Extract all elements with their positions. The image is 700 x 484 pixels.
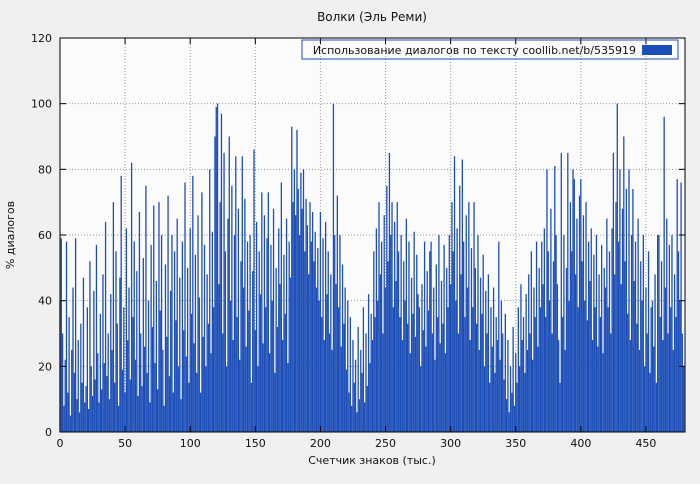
- legend-label: Использование диалогов по тексту coollib…: [313, 44, 636, 57]
- x-tick-label: 200: [310, 437, 331, 450]
- y-tick-label: 40: [38, 295, 52, 308]
- x-tick-label: 400: [570, 437, 591, 450]
- plot-frame: [59, 37, 686, 433]
- x-tick-label: 0: [57, 437, 64, 450]
- y-tick-label: 120: [31, 32, 52, 45]
- y-tick-label: 80: [38, 163, 52, 176]
- x-tick-label: 300: [440, 437, 461, 450]
- y-tick-label: 60: [38, 229, 52, 242]
- x-tick-label: 50: [118, 437, 132, 450]
- x-tick-label: 100: [180, 437, 201, 450]
- x-axis-label: Счетчик знаков (тыс.): [308, 454, 436, 467]
- bars-group: [59, 103, 685, 432]
- y-tick-label: 20: [38, 360, 52, 373]
- legend-box: [301, 39, 679, 60]
- y-tick-label: 0: [45, 426, 52, 439]
- x-tick-label: 350: [505, 437, 526, 450]
- x-tick-label: 150: [245, 437, 266, 450]
- legend: Использование диалогов по тексту coollib…: [301, 39, 679, 60]
- y-axis-label: % диалогов: [4, 201, 17, 269]
- x-tick-label: 450: [635, 437, 656, 450]
- x-tick-label: 250: [375, 437, 396, 450]
- chart-title: Волки (Эль Реми): [317, 10, 427, 24]
- y-tick-label: 100: [31, 98, 52, 111]
- tick-labels: 0 50 100 150 200 250 300 350 400 450 0 20 40 60 80 100 1…: [31, 32, 656, 450]
- legend-swatch: [642, 45, 672, 55]
